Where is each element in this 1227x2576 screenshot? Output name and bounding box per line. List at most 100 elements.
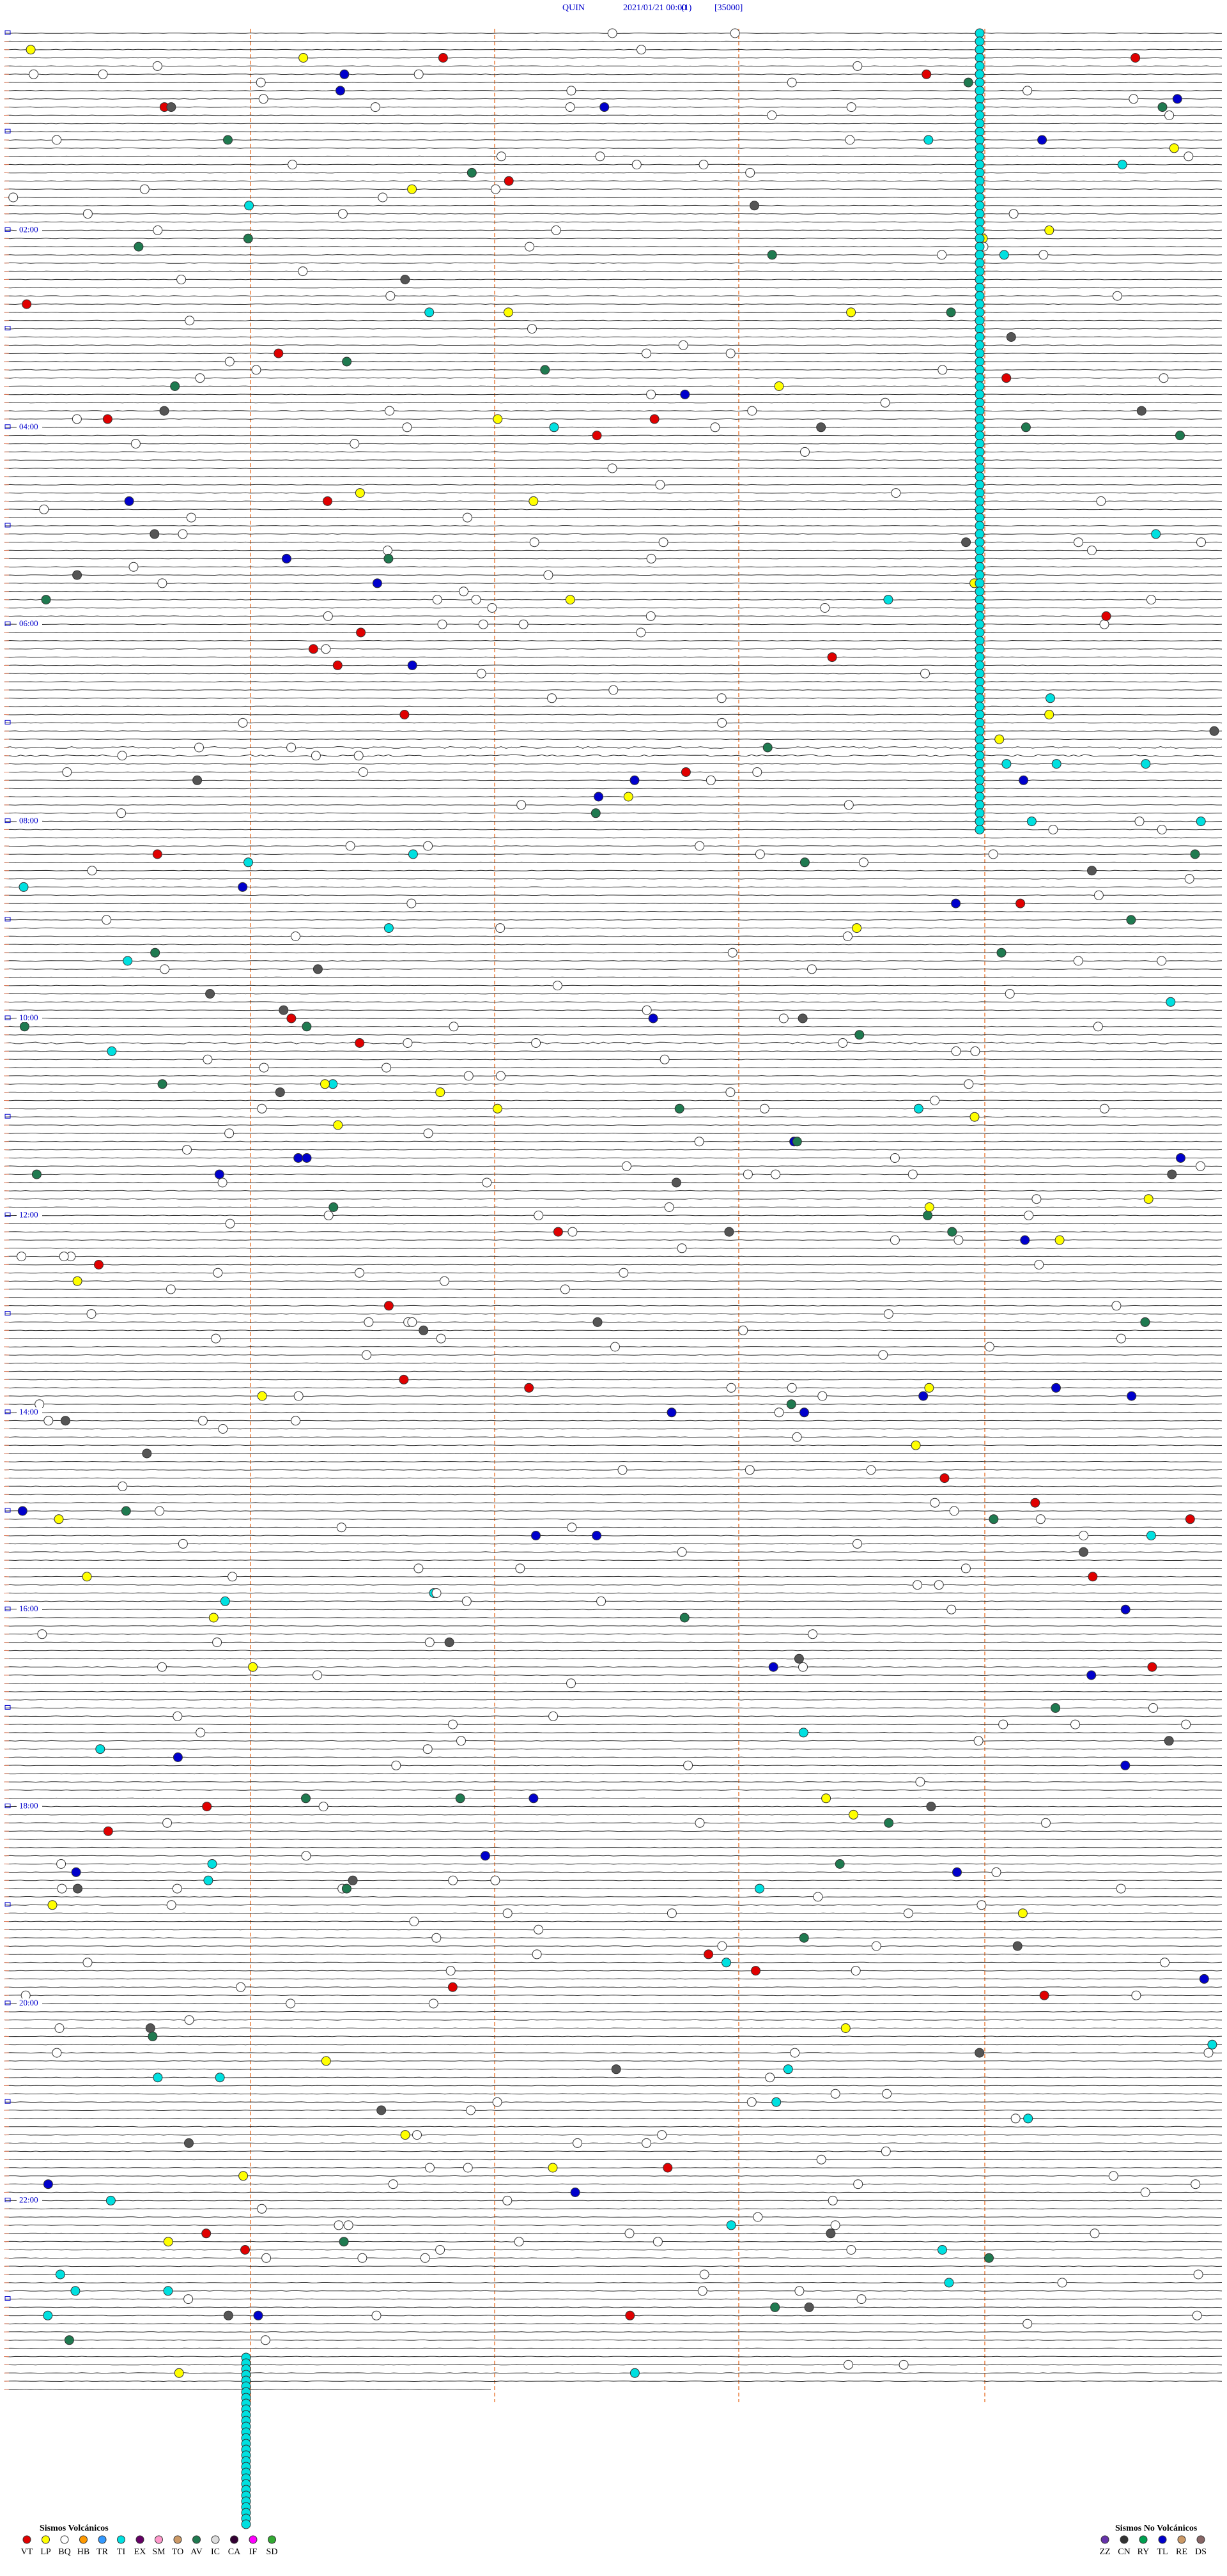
event-marker: [975, 291, 985, 301]
event-marker: [459, 586, 468, 597]
trace: [4, 1034, 1223, 1036]
event-marker: [560, 1284, 570, 1294]
event-marker: [623, 792, 633, 802]
event-marker: [482, 1177, 492, 1188]
event-marker: [762, 742, 773, 753]
event-marker: [425, 2163, 435, 2173]
trace: [4, 254, 1223, 256]
trace: [4, 1740, 1223, 1742]
event-marker: [1120, 1760, 1131, 1770]
event-marker: [1199, 1974, 1209, 1984]
event-marker: [534, 1210, 544, 1220]
legend-label: RY: [1138, 2547, 1150, 2557]
event-marker: [949, 1506, 959, 1516]
trace: [4, 2011, 1223, 2012]
hour-label: 12:00: [19, 1209, 38, 1219]
event-marker: [224, 356, 235, 367]
event-marker: [975, 512, 985, 523]
legend-swatch: [268, 2535, 276, 2544]
event-marker: [771, 2097, 782, 2107]
event-marker: [428, 1998, 438, 2009]
event-marker: [599, 102, 610, 112]
event-marker: [157, 578, 167, 588]
trace: [4, 213, 1223, 215]
trace: [4, 1132, 1223, 1134]
hour-tick: [4, 2296, 11, 2301]
event-marker: [975, 126, 985, 137]
event-marker: [1044, 225, 1054, 235]
event-marker: [622, 1161, 631, 1171]
trace: [4, 2175, 1223, 2177]
event-marker: [1181, 1719, 1191, 1729]
event-marker: [253, 2310, 263, 2320]
event-marker: [293, 1391, 304, 1401]
event-marker: [649, 414, 660, 424]
event-marker: [934, 1580, 944, 1590]
event-marker: [248, 1662, 258, 1672]
event-marker: [567, 1227, 578, 1237]
event-marker: [975, 36, 985, 47]
event-marker: [52, 135, 62, 145]
event-marker: [1088, 1572, 1098, 1582]
legend-swatch: [1177, 2535, 1186, 2544]
event-marker: [516, 800, 527, 810]
event-marker: [116, 808, 127, 818]
event-marker: [244, 201, 254, 211]
trace: [4, 1584, 1223, 1586]
legend-label: ZZ: [1099, 2547, 1110, 2557]
event-marker: [336, 1522, 346, 1533]
event-marker: [1006, 332, 1016, 342]
event-marker: [975, 668, 985, 678]
event-marker: [1126, 915, 1136, 925]
event-marker: [964, 1079, 974, 1089]
trace: [4, 402, 1223, 404]
event-marker: [218, 1424, 228, 1434]
event-marker: [820, 603, 830, 613]
event-marker: [318, 1802, 328, 1812]
trace: [4, 1264, 1223, 1266]
event-marker: [59, 1252, 69, 1262]
event-marker: [565, 595, 575, 605]
event-marker: [54, 1514, 64, 1524]
event-marker: [1030, 1498, 1040, 1508]
trace: [4, 1469, 1223, 1471]
event-marker: [975, 816, 985, 827]
event-marker: [683, 1760, 693, 1770]
event-marker: [52, 2048, 62, 2058]
trace: [4, 1149, 1223, 1151]
event-marker: [87, 866, 97, 876]
event-marker: [257, 1391, 267, 1401]
trace: [4, 1108, 1223, 1110]
event-marker: [698, 160, 709, 170]
event-marker: [881, 2146, 891, 2156]
trace: [4, 1420, 1223, 1422]
legend-label: TI: [117, 2547, 126, 2557]
event-marker: [323, 611, 333, 621]
event-marker: [302, 1153, 312, 1163]
event-marker: [208, 1613, 219, 1623]
event-marker: [663, 2163, 673, 2173]
trace: [5, 385, 1223, 387]
event-marker: [710, 422, 720, 433]
event-marker: [1196, 537, 1206, 548]
event-marker: [43, 2310, 53, 2320]
trace: [4, 779, 1223, 781]
event-marker: [435, 2245, 445, 2255]
event-marker: [975, 825, 985, 834]
event-marker: [174, 2368, 184, 2378]
event-marker: [243, 857, 253, 868]
event-marker: [195, 373, 205, 383]
event-marker: [60, 1416, 70, 1426]
event-marker: [531, 1531, 541, 1540]
trace: [4, 1403, 1223, 1405]
hour-label-bg: [17, 225, 42, 234]
event-marker: [975, 381, 985, 391]
trace: [5, 730, 1223, 732]
event-marker: [911, 1440, 921, 1450]
event-marker: [674, 1103, 684, 1114]
event-marker: [961, 537, 971, 548]
hour-label-bg: [17, 1604, 42, 1614]
hour-tick: [4, 1804, 11, 1809]
event-marker: [1157, 956, 1167, 966]
trace: [4, 919, 1223, 921]
